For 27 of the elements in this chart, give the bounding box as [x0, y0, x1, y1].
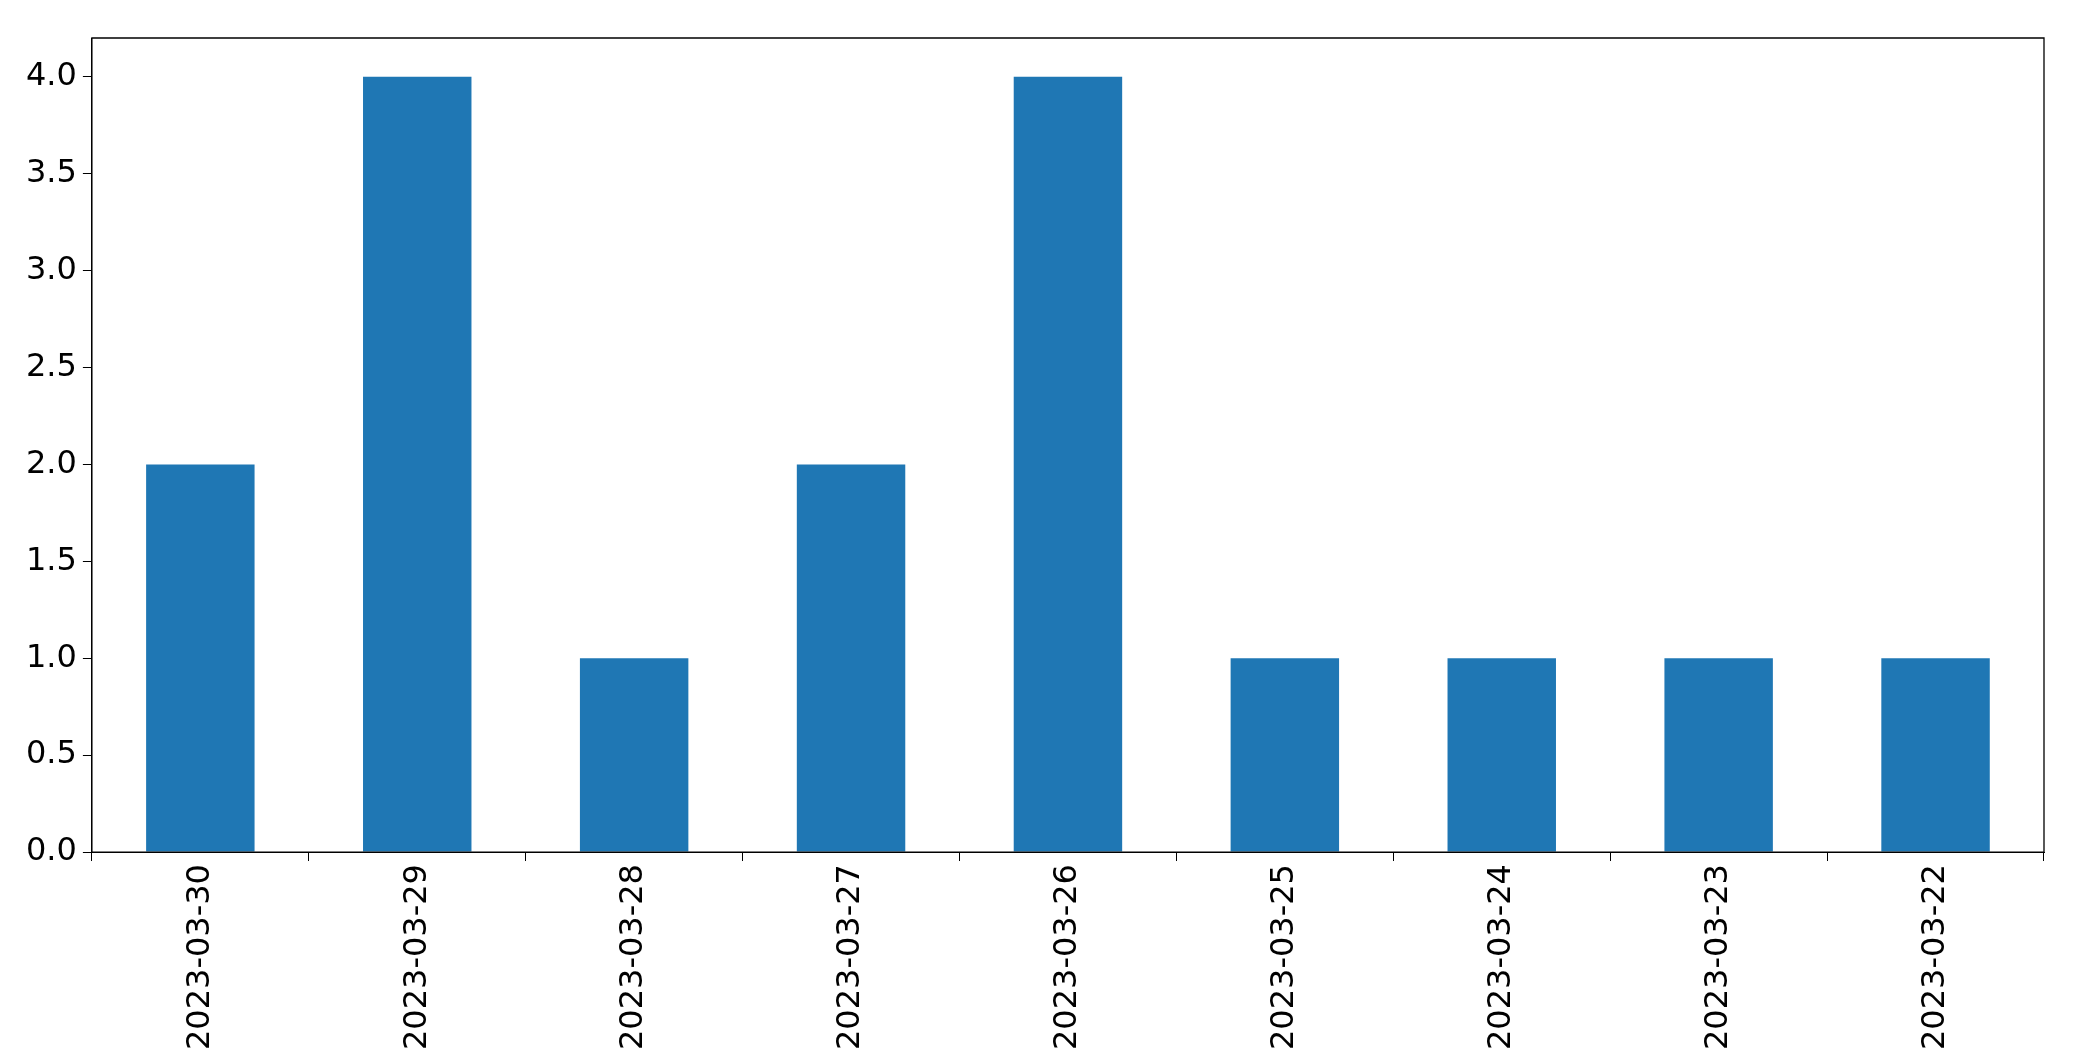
bar: [363, 76, 472, 852]
y-tick-label: 3.5: [26, 151, 77, 190]
bar: [1230, 658, 1340, 852]
bar: [579, 658, 689, 852]
x-tick-label: 2023-03-29: [395, 864, 434, 1050]
bar: [146, 464, 255, 852]
y-tick-label: 1.5: [26, 539, 77, 578]
bar: [1013, 76, 1123, 852]
x-tick-label: 2023-03-22: [1913, 864, 1952, 1050]
y-tick-label: 2.0: [26, 442, 77, 481]
x-tick-label: 2023-03-28: [612, 864, 651, 1050]
bar: [796, 464, 906, 852]
y-tick-label: 3.0: [26, 248, 77, 287]
x-tick-label: 2023-03-27: [829, 864, 868, 1050]
y-tick-label: 0.5: [26, 733, 77, 772]
y-tick-label: 0.0: [26, 830, 77, 869]
x-tick-label: 2023-03-26: [1046, 864, 1085, 1050]
bar: [1881, 658, 1990, 852]
bar: [1664, 658, 1773, 852]
x-tick-label: 2023-03-24: [1480, 864, 1519, 1050]
y-tick-label: 2.5: [26, 345, 77, 384]
x-tick-label: 2023-03-23: [1696, 864, 1735, 1050]
x-tick-label: 2023-03-25: [1263, 864, 1302, 1050]
y-tick-label: 4.0: [26, 55, 77, 94]
y-tick-label: 1.0: [26, 636, 77, 675]
bar: [1447, 658, 1556, 852]
x-tick-label: 2023-03-30: [178, 864, 217, 1050]
